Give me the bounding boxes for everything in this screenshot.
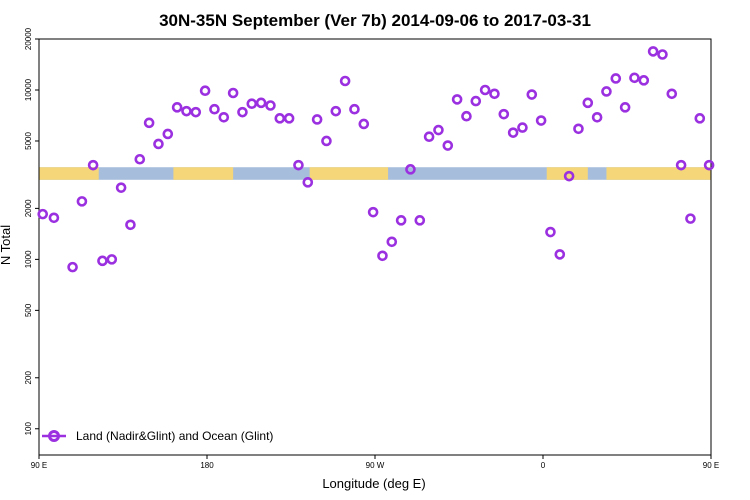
legend: Land (Nadir&Glint) and Ocean (Glint)	[42, 429, 273, 443]
data-point	[134, 153, 146, 165]
x-axis-label: Longitude (deg E)	[322, 476, 425, 491]
data-point	[489, 88, 500, 100]
data-point	[293, 159, 304, 171]
y-tick-label: 5000	[24, 132, 33, 150]
data-point	[535, 115, 547, 126]
data-point	[227, 87, 239, 99]
data-point	[703, 159, 715, 171]
data-point	[675, 159, 687, 171]
data-point	[573, 123, 584, 135]
x-tick-label: 90 E	[703, 461, 719, 470]
data-point	[153, 138, 164, 150]
data-point	[48, 212, 60, 224]
data-point	[283, 113, 295, 124]
y-tick-label: 10000	[24, 78, 33, 101]
data-point	[246, 98, 258, 109]
data-point	[218, 111, 230, 123]
chart-title: 30N-35N September (Ver 7b) 2014-09-06 to…	[159, 11, 591, 30]
data-point	[657, 49, 668, 60]
data-point	[115, 182, 127, 193]
data-point	[162, 128, 174, 140]
data-point	[339, 75, 351, 87]
land-band-segment	[606, 167, 711, 180]
land-band-segment	[39, 167, 99, 180]
data-point	[479, 84, 491, 96]
data-point	[386, 236, 398, 248]
data-point	[377, 250, 388, 262]
y-tick-label: 100	[24, 422, 33, 436]
plot-frame	[38, 38, 712, 456]
y-axis-label: N Total	[0, 225, 13, 265]
data-point	[563, 170, 575, 182]
x-tick-label: 0	[541, 461, 546, 470]
data-point	[311, 114, 323, 125]
data-point	[517, 122, 528, 133]
data-point	[666, 88, 678, 100]
data-point	[554, 249, 566, 260]
x-tick-label: 90 W	[366, 461, 385, 470]
data-point	[647, 46, 659, 57]
y-tick-label: 1000	[24, 250, 33, 268]
data-point	[302, 177, 314, 188]
data-point	[367, 206, 379, 218]
data-point	[265, 100, 276, 111]
data-point	[209, 103, 220, 115]
data-point	[76, 196, 88, 207]
plot-area: 100 200 500 1000 2000 5000 10000 20000 90 E 180 90…	[24, 27, 719, 470]
data-point	[451, 94, 463, 105]
data-point	[125, 219, 136, 231]
land-band-segment	[173, 167, 234, 180]
data-point	[97, 255, 108, 267]
data-point	[321, 135, 332, 147]
data-point	[638, 75, 650, 86]
data-point	[442, 140, 454, 151]
data-point	[106, 254, 118, 265]
legend-label: Land (Nadir&Glint) and Ocean (Glint)	[76, 429, 273, 443]
legend-marker-swatch	[48, 430, 60, 442]
y-tick-label: 500	[24, 303, 33, 317]
data-point	[274, 113, 286, 124]
data-point	[171, 102, 183, 113]
data-point	[433, 124, 444, 136]
data-point	[87, 159, 99, 171]
x-tick-label: 180	[200, 461, 214, 470]
data-point	[423, 131, 435, 142]
data-point	[405, 164, 416, 175]
data-point	[498, 108, 510, 120]
data-point	[461, 110, 472, 122]
data-point	[143, 117, 155, 129]
data-point	[629, 72, 640, 84]
data-point	[199, 85, 211, 97]
data-point	[470, 95, 482, 107]
data-point	[610, 73, 622, 84]
y-tick-label: 20000	[24, 27, 33, 50]
data-point	[582, 97, 594, 109]
data-point	[526, 89, 538, 100]
data-point	[395, 215, 407, 226]
data-point	[37, 208, 49, 220]
data-point	[591, 111, 603, 123]
data-point	[685, 213, 696, 224]
land-band-segment	[309, 167, 389, 180]
data-point	[694, 113, 706, 124]
data-point	[330, 105, 342, 117]
data-point	[67, 261, 78, 273]
x-tick-label: 90 E	[31, 461, 47, 470]
data-point	[237, 106, 248, 118]
y-tick-label: 2000	[24, 199, 33, 217]
data-point	[601, 86, 612, 97]
data-point	[190, 106, 202, 118]
data-point	[619, 102, 631, 113]
y-tick-label: 200	[24, 371, 33, 385]
data-point	[414, 215, 426, 226]
data-point	[507, 127, 519, 138]
data-point	[255, 97, 267, 109]
data-point	[349, 103, 360, 115]
data-point	[545, 226, 556, 238]
data-point	[181, 105, 192, 117]
data-point	[358, 118, 370, 130]
